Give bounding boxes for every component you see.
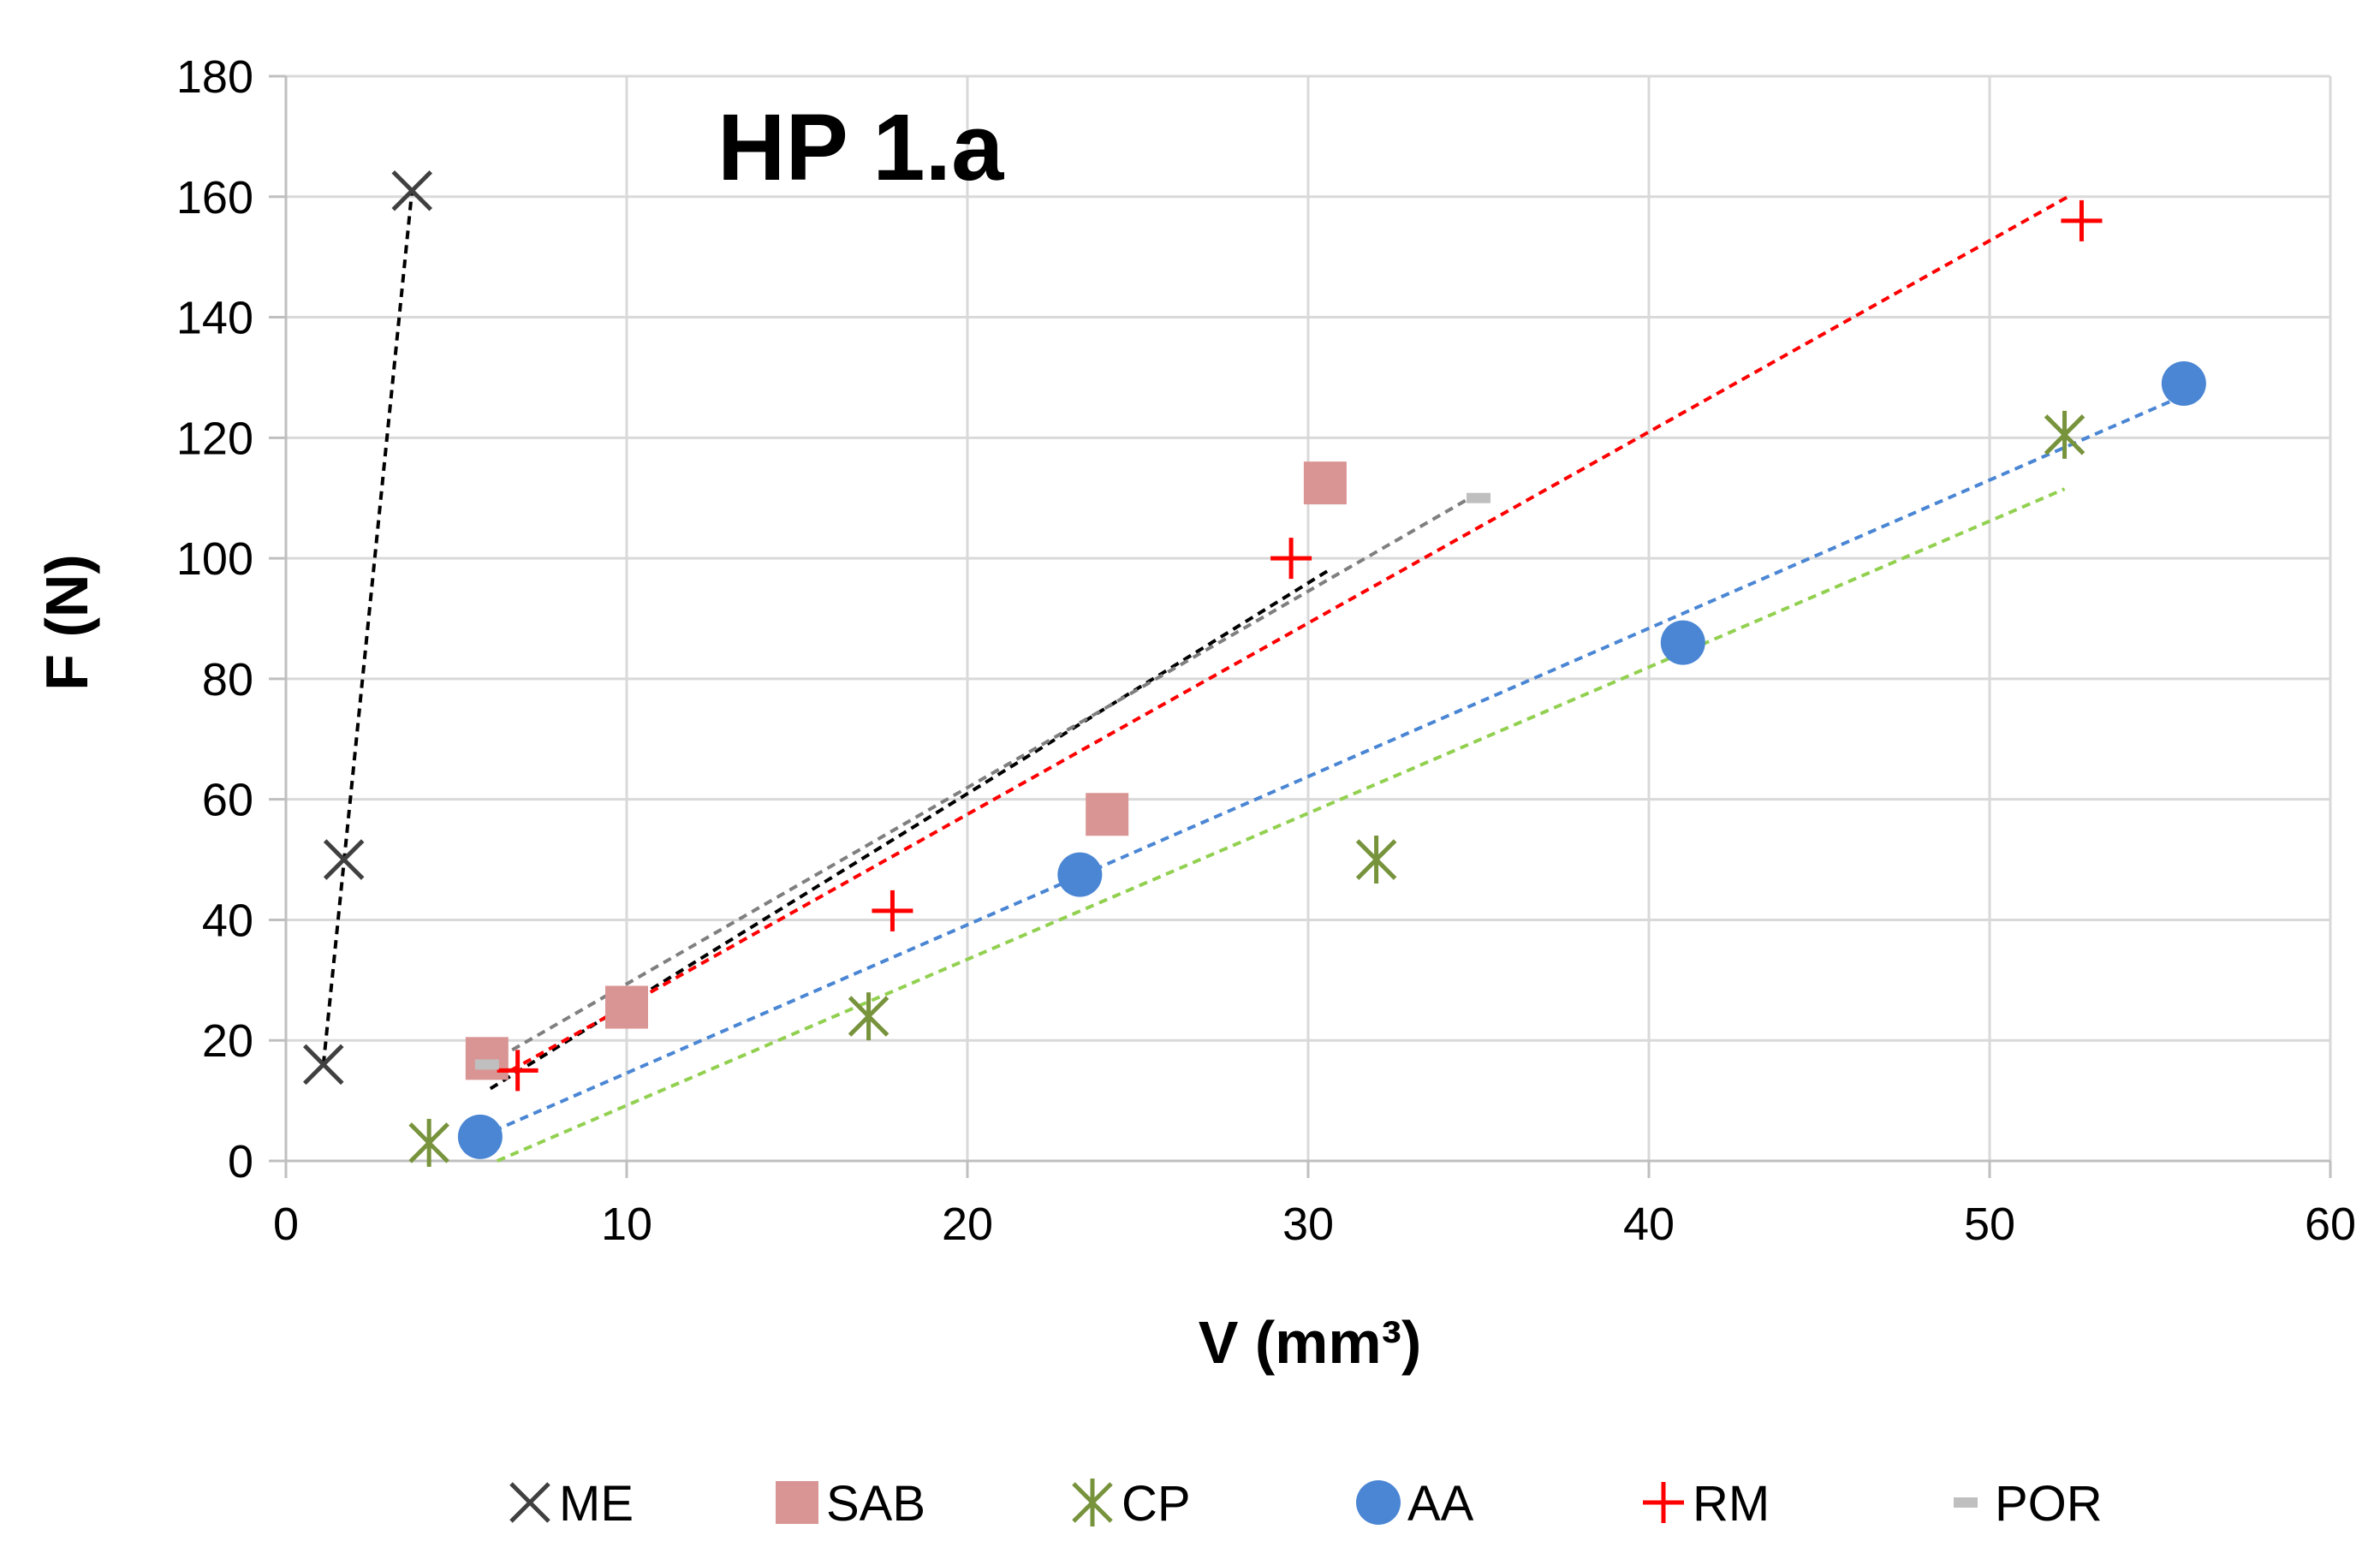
- point-rm: [1270, 538, 1312, 580]
- y-tick-label: 140: [176, 293, 253, 344]
- y-tick-labels: 0 20 40 60 80 100 120 140 160 180: [176, 51, 253, 1187]
- grid: [286, 74, 2332, 1161]
- y-tick-label: 180: [176, 51, 253, 103]
- trendline-rm: [509, 195, 2069, 1073]
- legend-item-me: ME: [509, 1476, 634, 1532]
- point-aa: [1057, 852, 1103, 897]
- x-tick-label: 0: [273, 1199, 299, 1250]
- legend-label-me: ME: [559, 1476, 634, 1532]
- point-cp: [848, 992, 890, 1041]
- legend-item-aa: AA: [1356, 1476, 1474, 1532]
- point-aa: [1660, 620, 1705, 665]
- x-tick-label: 10: [601, 1199, 652, 1250]
- point-aa: [2161, 360, 2206, 406]
- x-tick-label: 60: [2305, 1199, 2356, 1250]
- chart-title: HP 1.a: [717, 95, 1004, 200]
- trendline-cp: [496, 487, 2066, 1163]
- point-rm: [2061, 199, 2103, 241]
- trendlines: [321, 190, 2185, 1163]
- point-aa: [457, 1114, 503, 1159]
- y-tick-label: 60: [202, 775, 253, 826]
- y-tick-label: 0: [228, 1136, 253, 1187]
- x-tick-label: 30: [1282, 1199, 1334, 1250]
- legend-marker-me: [509, 1482, 550, 1523]
- x-axis-title: V (mm³): [1199, 1309, 1422, 1376]
- axes: [269, 74, 2332, 1178]
- point-cp: [2044, 410, 2085, 459]
- point-me: [391, 170, 433, 211]
- point-me: [323, 839, 365, 880]
- legend-label-cp: CP: [1122, 1476, 1191, 1532]
- x-tick-label: 20: [942, 1199, 993, 1250]
- trendline-aa: [479, 394, 2185, 1139]
- x-tick-label: 50: [1964, 1199, 2015, 1250]
- legend-marker-por: [1954, 1497, 1978, 1508]
- y-tick-label: 20: [202, 1015, 253, 1067]
- point-por: [474, 1059, 499, 1070]
- legend-item-rm: RM: [1643, 1476, 1770, 1532]
- legend-label-rm: RM: [1693, 1476, 1770, 1532]
- legend-item-sab: SAB: [776, 1476, 925, 1532]
- legend-marker-rm: [1643, 1482, 1684, 1523]
- legend-item-por: POR: [1954, 1476, 2103, 1532]
- legend-label-aa: AA: [1407, 1476, 1474, 1532]
- trendline-me: [321, 190, 414, 1065]
- point-por: [1467, 492, 1490, 503]
- point-cp: [408, 1118, 449, 1167]
- point-cp: [1355, 836, 1397, 884]
- point-sab: [605, 985, 648, 1029]
- legend-label-sab: SAB: [826, 1476, 925, 1532]
- point-rm: [497, 1050, 538, 1092]
- y-tick-label: 40: [202, 895, 253, 946]
- legend-marker-cp: [1072, 1479, 1113, 1526]
- legend: ME SAB CP AA RM POR: [509, 1476, 2103, 1532]
- y-tick-label: 80: [202, 654, 253, 705]
- x-tick-label: 40: [1623, 1199, 1675, 1250]
- point-sab: [1303, 461, 1347, 505]
- legend-item-cp: CP: [1072, 1476, 1191, 1532]
- data-points: [303, 170, 2206, 1167]
- point-sab: [465, 1037, 509, 1080]
- y-tick-label: 160: [176, 172, 253, 223]
- point-sab: [1086, 793, 1129, 836]
- y-tick-label: 100: [176, 533, 253, 585]
- y-tick-label: 120: [176, 413, 253, 464]
- legend-marker-sab: [776, 1481, 818, 1524]
- point-me: [303, 1044, 344, 1086]
- trendline-por: [485, 493, 1477, 1067]
- y-axis-title: F (N): [33, 554, 100, 690]
- x-tick-labels: 0 10 20 30 40 50 60: [273, 1199, 2356, 1250]
- legend-label-por: POR: [1995, 1476, 2103, 1532]
- legend-marker-aa: [1356, 1480, 1401, 1525]
- point-rm: [872, 890, 913, 931]
